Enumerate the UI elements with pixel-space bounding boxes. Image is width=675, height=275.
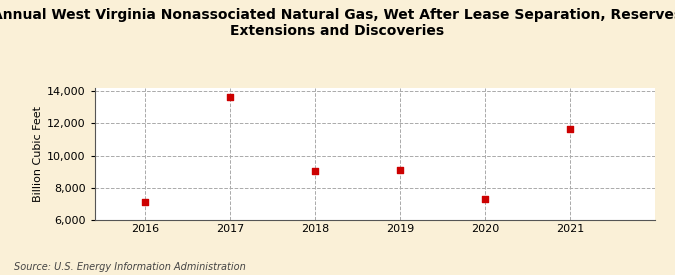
Point	[310, 169, 321, 173]
Point	[564, 127, 575, 131]
Point	[225, 95, 236, 100]
Point	[395, 168, 406, 172]
Point	[479, 197, 490, 202]
Text: Source: U.S. Energy Information Administration: Source: U.S. Energy Information Administ…	[14, 262, 245, 272]
Y-axis label: Billion Cubic Feet: Billion Cubic Feet	[32, 106, 43, 202]
Point	[140, 200, 151, 205]
Text: Annual West Virginia Nonassociated Natural Gas, Wet After Lease Separation, Rese: Annual West Virginia Nonassociated Natur…	[0, 8, 675, 38]
